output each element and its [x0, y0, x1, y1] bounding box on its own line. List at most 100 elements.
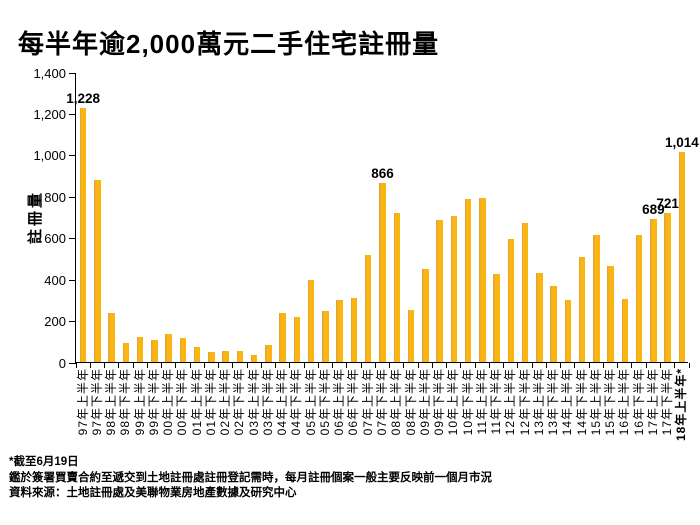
y-axis-tick-label: 600 — [44, 231, 66, 247]
x-axis-category-label: 15年下半年 — [603, 368, 618, 436]
y-axis-tick — [69, 72, 76, 74]
bar — [650, 219, 657, 362]
bar — [393, 213, 400, 362]
x-axis-tick — [175, 363, 177, 368]
bar-value-label: 866 — [371, 165, 394, 181]
bar — [507, 238, 515, 362]
x-axis-category-label: 11年下半年 — [489, 368, 504, 435]
x-axis-tick — [617, 363, 619, 368]
x-axis-category-label: 04年上半年 — [275, 368, 290, 436]
bar — [279, 313, 286, 362]
plot-area: 0 200 400 600 800 1,000 1,200 1,400 1,228 97年上半年 9… — [33, 66, 698, 442]
x-axis-tick — [403, 363, 405, 368]
x-axis-category-label: 10年上半年 — [446, 368, 461, 436]
x-axis-category-label: 18年上半年* — [674, 368, 689, 442]
bar — [536, 272, 543, 362]
bar — [379, 182, 386, 362]
x-axis-category-label: 13年上半年 — [531, 368, 546, 436]
x-axis-category-label: 01年下半年 — [203, 368, 218, 436]
x-axis-tick — [588, 363, 590, 368]
x-axis-tick — [488, 363, 490, 368]
bar — [464, 198, 472, 362]
x-axis-category-label: 03年上半年 — [246, 368, 261, 436]
footnote-data-source: 資料來源：土地註冊處及美聯物業房地產數據及研究中心 — [9, 487, 297, 499]
bar — [265, 345, 272, 362]
bar — [578, 257, 586, 362]
x-axis-category-label: 04年下半年 — [289, 368, 304, 436]
x-axis-tick — [460, 363, 462, 368]
bar — [422, 269, 429, 362]
x-axis-category-label: 14年下半年 — [574, 368, 589, 436]
bar — [607, 265, 614, 362]
bar — [336, 299, 343, 362]
bar — [364, 254, 372, 362]
x-axis-tick — [674, 363, 676, 368]
bar — [293, 317, 301, 362]
x-axis-category-label: 11年上半年 — [474, 368, 489, 435]
x-axis-tick — [246, 363, 248, 368]
footnote-registration-note: 鑑於簽署買賣合約至遞交到土地註冊處註冊登記需時，每月註冊個案一般主要反映前一個月… — [9, 471, 492, 484]
x-axis-tick — [75, 363, 77, 368]
bar — [678, 151, 686, 362]
x-axis-category-label: 16年上半年 — [617, 368, 632, 436]
bar — [250, 354, 258, 362]
bar — [165, 334, 172, 362]
x-axis-category-label: 02年上半年 — [218, 368, 233, 436]
x-axis-category-label: 06年下半年 — [346, 368, 361, 436]
x-axis-category-label: 03年下半年 — [260, 368, 275, 436]
bar — [136, 337, 144, 362]
x-axis-category-label: 97年上半年 — [75, 368, 90, 436]
x-axis-tick — [332, 363, 334, 368]
bar — [479, 198, 486, 362]
x-axis-category-label: 06年上半年 — [332, 368, 347, 436]
x-axis-tick — [602, 363, 604, 368]
y-axis-tick-label: 1,200 — [33, 106, 66, 122]
x-axis-tick — [431, 363, 433, 368]
x-axis-tick — [232, 363, 234, 368]
x-axis-category-label: 98年下半年 — [118, 368, 133, 436]
x-axis-category-label: 10年下半年 — [460, 368, 475, 436]
bar — [621, 298, 629, 362]
x-axis-tick — [360, 363, 362, 368]
y-axis-tick-label: 1,400 — [33, 65, 66, 81]
x-axis-category-label: 17年下半年 — [660, 368, 675, 436]
bar-value-label: 1,014 — [664, 134, 699, 150]
bar — [193, 347, 201, 362]
x-axis-category-label: 12年下半年 — [517, 368, 532, 436]
bar — [94, 179, 101, 362]
x-axis-tick — [289, 363, 291, 368]
x-axis-tick — [89, 363, 91, 368]
x-axis-tick — [417, 363, 419, 368]
x-axis-category-label: 01年上半年 — [189, 368, 204, 436]
x-axis-tick — [645, 363, 647, 368]
x-axis-tick — [560, 363, 562, 368]
x-axis-tick — [275, 363, 277, 368]
x-axis-category-label: 12年上半年 — [503, 368, 518, 436]
x-axis-category-label: 97年下半年 — [89, 368, 104, 436]
bar-value-label: 689 — [642, 202, 665, 218]
x-axis-tick — [203, 363, 205, 368]
x-axis-tick — [189, 363, 191, 368]
y-axis-tick-label: 0 — [58, 355, 66, 371]
x-axis-category-label: 09年上半年 — [417, 368, 432, 436]
bar-value-label: 1,228 — [66, 90, 101, 106]
y-axis-tick-label: 200 — [44, 314, 66, 330]
x-axis-tick — [346, 363, 348, 368]
y-axis-tick-label: 800 — [44, 189, 66, 205]
x-axis-category-label: 00年下半年 — [175, 368, 190, 436]
x-axis-tick — [389, 363, 391, 368]
x-axis-tick — [161, 363, 163, 368]
x-axis-tick — [260, 363, 262, 368]
bar — [521, 223, 529, 362]
x-axis-category-label: 09年下半年 — [432, 368, 447, 436]
x-axis-tick — [631, 363, 633, 368]
y-axis-tick — [69, 238, 76, 240]
x-axis-category-label: 99年上半年 — [132, 368, 147, 436]
x-axis-tick — [659, 363, 661, 368]
x-axis-tick — [317, 363, 319, 368]
bar — [222, 350, 229, 362]
y-axis-tick-label: 1,000 — [33, 148, 66, 164]
bar — [236, 351, 244, 362]
bar — [493, 273, 500, 362]
bar — [179, 338, 187, 362]
